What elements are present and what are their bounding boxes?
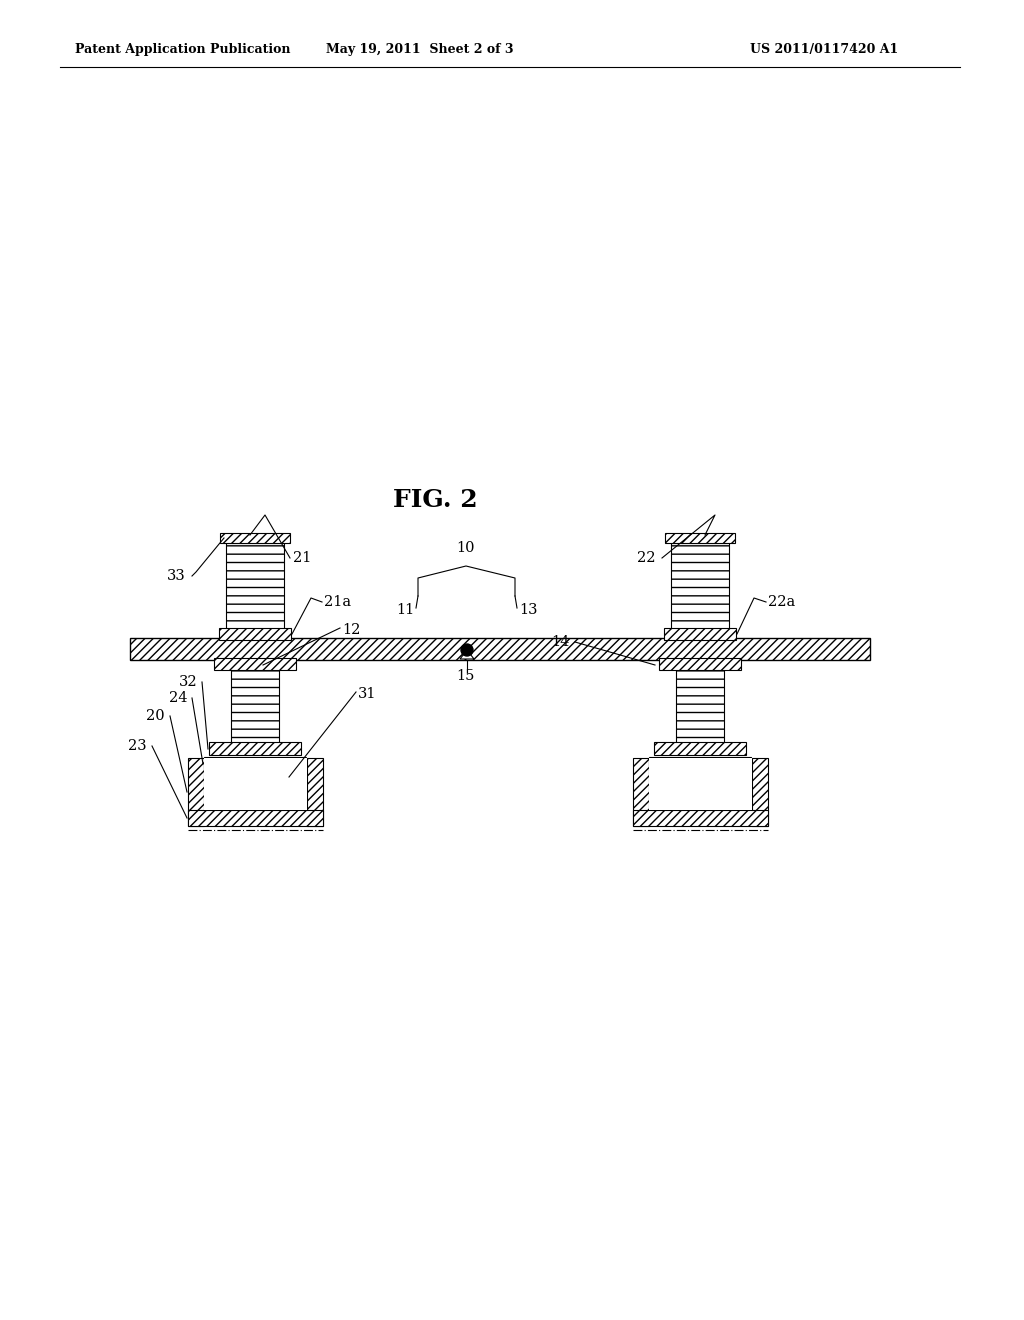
Text: 31: 31 <box>358 686 377 701</box>
Bar <box>204 758 307 810</box>
Text: 22: 22 <box>638 550 656 565</box>
Text: 21: 21 <box>293 550 311 565</box>
Bar <box>226 543 284 638</box>
Text: 33: 33 <box>167 569 186 583</box>
Text: FIG. 2: FIG. 2 <box>392 488 477 512</box>
Text: 24: 24 <box>169 690 187 705</box>
Text: 10: 10 <box>457 541 475 554</box>
Text: 23: 23 <box>128 739 147 752</box>
Polygon shape <box>460 649 474 659</box>
Text: 12: 12 <box>342 623 360 638</box>
Text: 11: 11 <box>395 603 414 616</box>
Bar <box>664 628 736 640</box>
Text: 22a: 22a <box>768 595 796 609</box>
Bar <box>214 657 296 671</box>
Text: May 19, 2011  Sheet 2 of 3: May 19, 2011 Sheet 2 of 3 <box>327 44 514 57</box>
Text: 20: 20 <box>146 709 165 723</box>
Text: 21a: 21a <box>324 595 351 609</box>
Bar <box>231 671 279 744</box>
Bar <box>671 543 729 638</box>
Bar <box>726 770 742 784</box>
Bar <box>633 810 768 826</box>
Text: 15: 15 <box>456 669 474 682</box>
Bar <box>188 758 204 826</box>
Bar <box>633 758 649 826</box>
Bar <box>752 758 768 826</box>
Bar <box>649 756 751 770</box>
Bar <box>649 758 752 810</box>
Bar <box>665 533 735 543</box>
Bar <box>676 671 724 744</box>
Text: Patent Application Publication: Patent Application Publication <box>75 44 291 57</box>
Bar <box>204 756 306 770</box>
Text: 13: 13 <box>519 603 538 616</box>
Bar <box>209 742 301 755</box>
Text: 32: 32 <box>178 675 197 689</box>
Text: US 2011/0117420 A1: US 2011/0117420 A1 <box>750 44 898 57</box>
Bar <box>213 770 229 784</box>
Text: 14: 14 <box>552 635 570 649</box>
Bar <box>220 533 290 543</box>
Circle shape <box>461 644 473 656</box>
Bar <box>654 742 746 755</box>
Bar <box>188 810 323 826</box>
Bar <box>219 628 291 640</box>
Bar <box>281 770 297 784</box>
Bar <box>130 638 870 660</box>
Bar <box>659 657 741 671</box>
Bar <box>658 770 674 784</box>
Bar <box>307 758 323 826</box>
